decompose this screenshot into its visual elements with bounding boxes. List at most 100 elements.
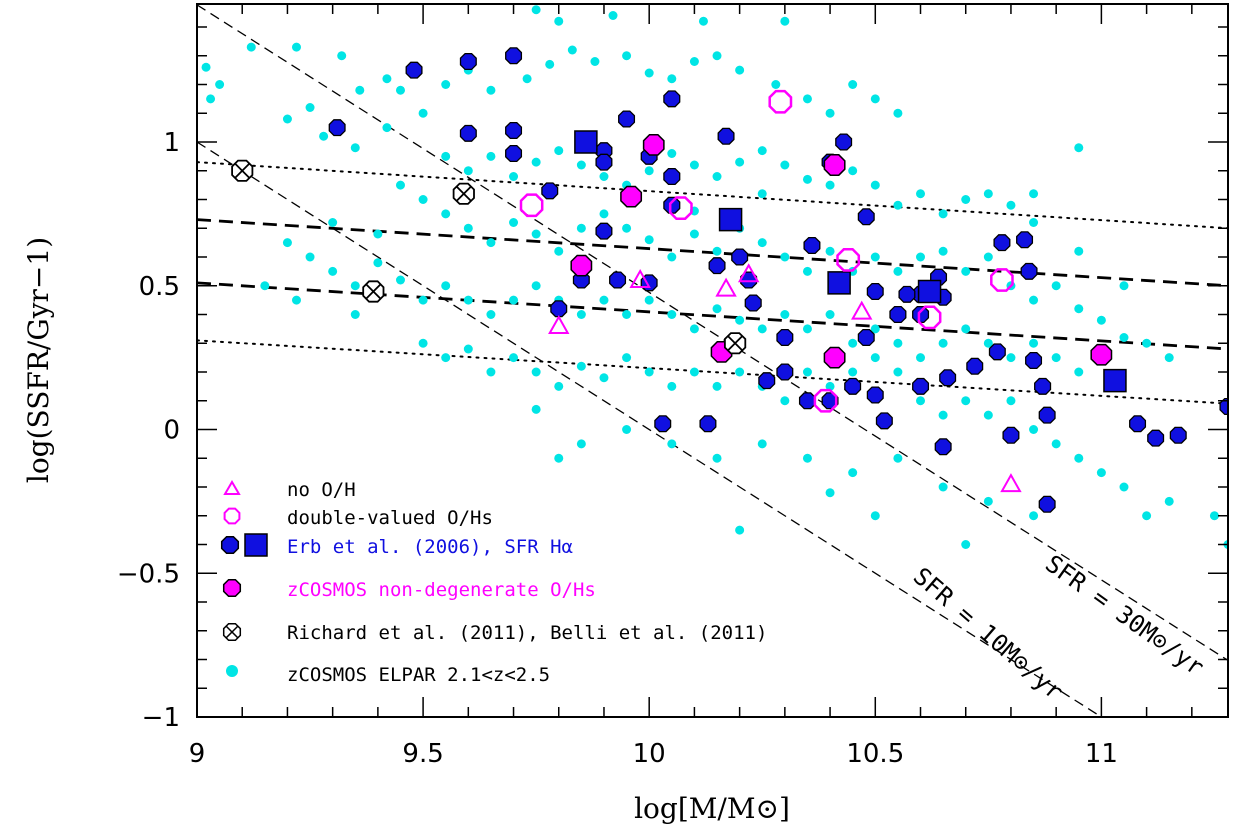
point-open-triangle-3: [851, 300, 873, 320]
point-dot-110: [463, 295, 473, 305]
point-dot-56: [825, 180, 835, 190]
point-octagon-53: [1034, 377, 1052, 395]
point-dot-48: [644, 166, 654, 176]
point-octagon-43: [875, 412, 893, 430]
point-octagon-51: [1020, 262, 1038, 280]
point-dot-178: [712, 453, 722, 463]
point-dot-195: [260, 281, 270, 291]
legend-marker-cross-b: [225, 625, 239, 639]
point-dot-120: [689, 324, 699, 334]
point-dot-4: [291, 42, 301, 52]
point-dot-199: [1074, 246, 1084, 256]
point-open-octagon-5: [990, 268, 1014, 292]
legend: no O/H double-valued O/Hs Erb et al. (20…: [220, 479, 767, 686]
point-dot-116: [599, 295, 609, 305]
point-octagon-2: [459, 52, 477, 71]
point-dot-108: [418, 295, 428, 305]
point-dot-138: [418, 338, 428, 348]
point-dot-163: [983, 410, 993, 420]
point-octagon-63: [550, 300, 568, 318]
point-dot-0: [201, 62, 211, 72]
sfr-30-line-label: SFR = 30M⊙/yr: [1040, 549, 1209, 681]
point-octagon-44: [912, 377, 930, 395]
point-dot-98: [1096, 315, 1106, 325]
point-square-1: [718, 207, 743, 232]
y-tick-label: 0.5: [139, 272, 180, 302]
point-dot-148: [644, 367, 654, 377]
point-dot-18: [522, 74, 532, 84]
point-open-octagon-3: [836, 248, 861, 272]
point-crossed-octagon-3: [724, 332, 747, 355]
point-dot-50: [689, 160, 699, 170]
point-dot-161: [938, 410, 948, 420]
point-octagon-42: [866, 386, 884, 404]
point-dot-123: [757, 324, 767, 334]
point-dot-164: [1006, 396, 1016, 406]
point-dot-188: [825, 488, 835, 498]
y-tick-label: 0: [163, 416, 180, 446]
point-dot-174: [531, 404, 541, 414]
point-dot-121: [712, 304, 722, 314]
point-octagon-58: [1147, 429, 1165, 447]
point-dot-44: [554, 146, 564, 156]
legend-item-zcosmos-nondegenerate: zCOSMOS non-degenerate O/Hs: [222, 578, 596, 601]
point-dot-34: [531, 5, 541, 15]
point-dot-39: [441, 151, 451, 161]
point-dot-196: [291, 295, 301, 305]
point-dot-156: [825, 381, 835, 391]
point-crossed-octagon-1-cross-b: [365, 283, 381, 300]
point-dot-46: [599, 172, 609, 181]
point-dot-36: [608, 11, 618, 20]
point-dot-99: [1119, 333, 1129, 342]
point-dot-25: [689, 57, 699, 66]
point-dot-85: [802, 266, 812, 276]
point-octagon-10: [618, 110, 636, 128]
point-dot-92: [961, 266, 971, 276]
legend-marker-filled-octagon: [220, 535, 240, 555]
point-dot-130: [916, 353, 926, 363]
point-dot-24: [667, 74, 677, 84]
point-dot-141: [486, 367, 496, 377]
point-dot-112: [509, 295, 519, 305]
point-dot-31: [848, 80, 858, 89]
point-dot-84: [780, 252, 790, 262]
point-dot-10: [282, 114, 292, 124]
point-octagon-5: [505, 121, 523, 140]
point-dot-90: [916, 252, 926, 262]
point-dot-28: [771, 80, 781, 89]
point-octagon-26: [803, 236, 821, 255]
point-octagon-55: [1038, 406, 1056, 424]
point-open-triangle-2: [737, 263, 760, 283]
point-dot-185: [1029, 511, 1039, 521]
point-dot-12: [350, 143, 360, 153]
point-octagon-9: [595, 153, 613, 171]
point-dot-145: [576, 361, 586, 371]
point-octagon-25: [835, 133, 853, 151]
point-dot-17: [486, 85, 496, 95]
point-dot-8: [355, 85, 365, 95]
point-dot-100: [1142, 338, 1152, 348]
point-dot-33: [893, 108, 903, 118]
point-dot-1: [215, 80, 225, 89]
point-dot-147: [622, 353, 632, 363]
point-dot-27: [735, 65, 745, 75]
point-dot-68: [418, 195, 428, 204]
point-dot-26: [712, 51, 722, 61]
point-dot-168: [1096, 468, 1106, 478]
point-dot-134: [1006, 353, 1016, 363]
point-dot-198: [1029, 218, 1039, 227]
x-tick-label: 10: [633, 739, 666, 769]
point-open-octagon-0: [519, 193, 544, 218]
point-dot-135: [1029, 338, 1039, 348]
point-dot-152: [735, 367, 745, 377]
point-filled-octagon-5: [823, 346, 846, 369]
point-dot-187: [735, 525, 745, 535]
point-dot-29: [802, 94, 812, 104]
point-dot-6: [382, 74, 392, 84]
point-octagon-54: [1002, 426, 1020, 444]
sfr-10-line-label: SFR = 10M⊙/yr: [908, 562, 1069, 706]
point-filled-octagon-1: [620, 185, 643, 208]
point-dot-79: [667, 252, 677, 262]
point-dot-69: [441, 209, 451, 219]
point-octagon-41: [844, 377, 862, 395]
